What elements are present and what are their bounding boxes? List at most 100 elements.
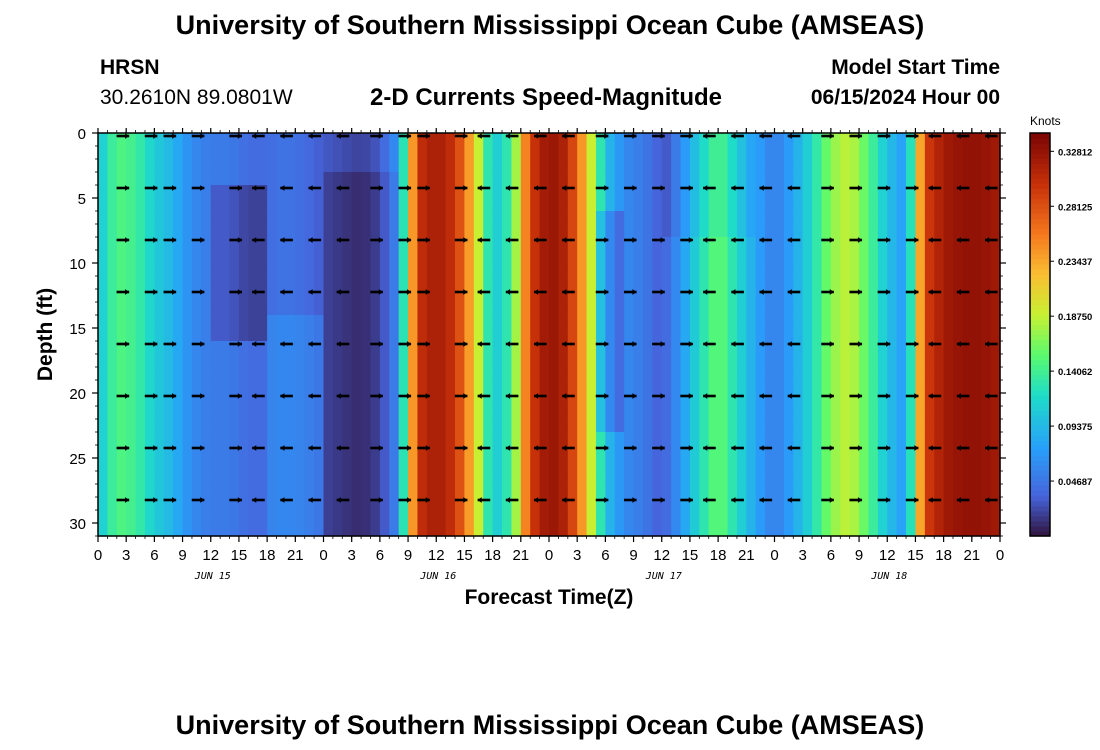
heatmap-cell [248, 484, 259, 498]
vector-arrow-head [125, 393, 130, 399]
heatmap-cell [492, 367, 503, 381]
vector-arrow-head [280, 289, 285, 295]
vector-arrow-head [153, 289, 158, 295]
heatmap-cell [332, 445, 343, 459]
heatmap-cell [539, 224, 550, 238]
heatmap-cell [398, 302, 409, 316]
heatmap-cell [755, 250, 766, 264]
heatmap-cell [229, 458, 240, 472]
heatmap-cell [238, 211, 249, 225]
heatmap-cell [812, 276, 823, 290]
heatmap-cell [962, 250, 973, 264]
heatmap-cell [464, 523, 475, 537]
heatmap-cell [642, 172, 653, 186]
heatmap-cell [840, 497, 851, 511]
heatmap-cell [408, 133, 419, 147]
heatmap-cell [520, 263, 531, 277]
heatmap-cell [314, 237, 325, 251]
vector-arrow-head [477, 289, 482, 295]
heatmap-cell [614, 224, 625, 238]
heatmap-cell [708, 198, 719, 212]
heatmap-cell [783, 445, 794, 459]
heatmap-cell [389, 276, 400, 290]
heatmap-cell [896, 406, 907, 420]
heatmap-cell [962, 237, 973, 251]
heatmap-cell [473, 211, 484, 225]
colorbar-tick-label: 0.32812 [1058, 147, 1092, 158]
heatmap-cell [408, 211, 419, 225]
heatmap-cell [511, 354, 522, 368]
heatmap-cell [135, 133, 146, 147]
heatmap-cell [586, 315, 597, 329]
heatmap-cell [229, 276, 240, 290]
heatmap-cell [859, 263, 870, 277]
heatmap-cell [201, 198, 212, 212]
heatmap-cell [877, 133, 888, 147]
heatmap-cell [783, 367, 794, 381]
colorbar-cell [1030, 138, 1050, 144]
heatmap-cell [201, 406, 212, 420]
heatmap-cell [802, 523, 813, 537]
heatmap-cell [502, 211, 513, 225]
colorbar-cell [1030, 238, 1050, 245]
heatmap-cell [971, 484, 982, 498]
heatmap-cell [98, 315, 108, 329]
heatmap-cell [708, 484, 719, 498]
heatmap-cell [934, 510, 945, 524]
heatmap-cell [736, 198, 747, 212]
heatmap-cell [877, 393, 888, 407]
heatmap-cell [323, 445, 334, 459]
heatmap-cell [201, 237, 212, 251]
heatmap-cell [191, 523, 202, 537]
heatmap-cell [981, 484, 992, 498]
heatmap-cell [671, 406, 682, 420]
vector-arrow-head [200, 497, 205, 503]
heatmap-cell [436, 354, 447, 368]
heatmap-cell [98, 237, 108, 251]
heatmap-cell [511, 367, 522, 381]
heatmap-cell [173, 367, 184, 381]
heatmap-cell [163, 367, 174, 381]
heatmap-cell [943, 432, 954, 446]
heatmap-cell [755, 497, 766, 511]
vector-arrow-head [562, 185, 567, 191]
heatmap-cell [595, 419, 606, 433]
heatmap-cell [285, 432, 296, 446]
heatmap-cell [924, 471, 935, 485]
heatmap-cell [511, 224, 522, 238]
heatmap-cell [351, 172, 362, 186]
heatmap-cell [323, 367, 334, 381]
heatmap-cell [511, 159, 522, 173]
heatmap-cell [304, 328, 315, 342]
heatmap-cell [389, 354, 400, 368]
heatmap-cell [173, 419, 184, 433]
heatmap-cell [549, 432, 559, 446]
vector-arrow-head [632, 445, 637, 451]
heatmap-cell [502, 354, 513, 368]
heatmap-cell [736, 523, 747, 537]
vector-arrow-head [759, 393, 764, 399]
heatmap-cell [549, 276, 559, 290]
heatmap-cell [342, 302, 353, 316]
heatmap-cell [436, 224, 447, 238]
heatmap-cell [276, 419, 287, 433]
heatmap-cell [191, 354, 202, 368]
heatmap-cell [614, 523, 625, 537]
heatmap-cell [520, 367, 531, 381]
heatmap-cell [708, 406, 719, 420]
heatmap-cell [445, 484, 456, 498]
heatmap-cell [915, 172, 926, 186]
heatmap-cell [755, 289, 766, 303]
heatmap-cell [455, 354, 466, 368]
heatmap-cell [774, 497, 785, 511]
heatmap-cell [248, 393, 259, 407]
heatmap-cell [934, 484, 945, 498]
heatmap-cell [840, 146, 851, 160]
heatmap-cell [708, 276, 719, 290]
heatmap-cell [558, 315, 569, 329]
heatmap-cell [361, 302, 372, 316]
heatmap-cell [689, 237, 700, 251]
heatmap-cell [511, 458, 522, 472]
heatmap-cell [971, 276, 982, 290]
heatmap-cell [671, 497, 682, 511]
